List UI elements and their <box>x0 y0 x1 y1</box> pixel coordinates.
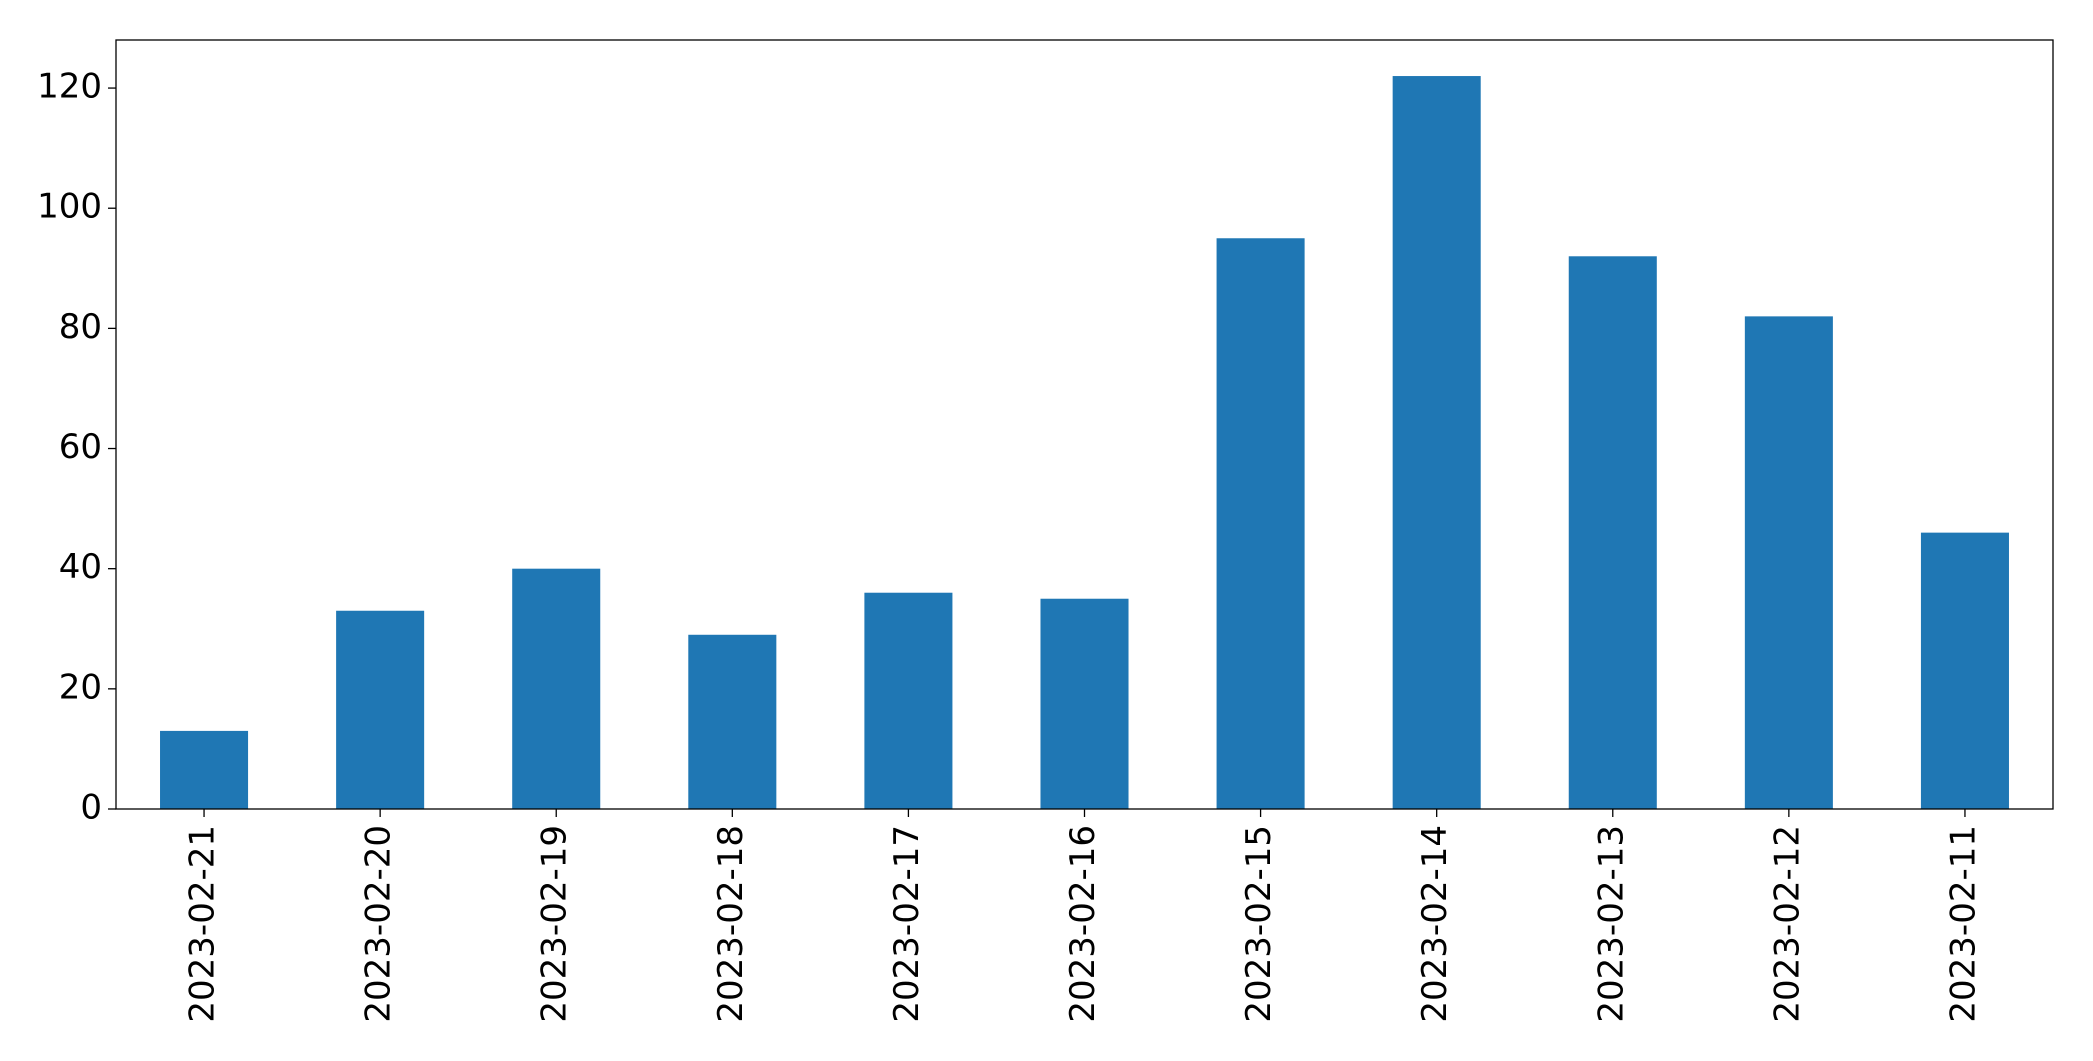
y-tick-label: 60 <box>59 427 102 467</box>
bar <box>512 568 601 809</box>
y-tick-label: 40 <box>59 547 102 587</box>
bar <box>1920 532 2009 809</box>
x-tick-label: 2023-02-16 <box>1063 825 1103 1023</box>
y-tick-label: 120 <box>37 67 102 107</box>
bar <box>864 592 953 809</box>
x-tick-label: 2023-02-17 <box>887 825 927 1023</box>
bar <box>1392 76 1481 809</box>
bar <box>336 610 425 809</box>
bar <box>160 730 249 809</box>
x-tick-label: 2023-02-15 <box>1239 825 1279 1023</box>
x-tick-label: 2023-02-14 <box>1415 825 1455 1023</box>
x-tick-label: 2023-02-11 <box>1943 825 1983 1023</box>
bar <box>1040 598 1129 809</box>
bar <box>688 634 777 809</box>
plot-frame <box>115 39 2054 810</box>
y-tick-label: 0 <box>80 788 102 828</box>
bar <box>1216 238 1305 809</box>
x-tick-label: 2023-02-21 <box>183 825 223 1023</box>
x-tick-label: 2023-02-12 <box>1767 825 1807 1023</box>
x-tick-label: 2023-02-19 <box>535 825 575 1023</box>
y-tick-label: 20 <box>59 667 102 707</box>
y-tick-label: 80 <box>59 307 102 347</box>
y-tick-label: 100 <box>37 187 102 227</box>
x-tick-label: 2023-02-20 <box>359 825 399 1023</box>
x-tick-label: 2023-02-18 <box>711 825 751 1023</box>
bar <box>1568 256 1657 809</box>
x-tick-label: 2023-02-13 <box>1591 825 1631 1023</box>
bar <box>1744 316 1833 809</box>
